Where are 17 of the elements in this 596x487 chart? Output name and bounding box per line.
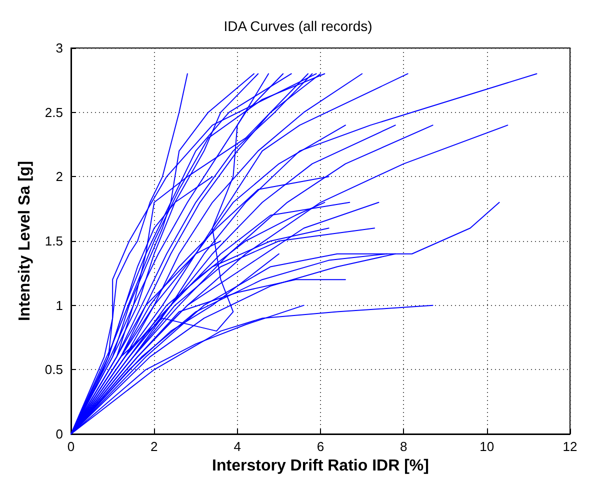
x-tick-label: 8 bbox=[400, 439, 408, 454]
x-tick-label: 4 bbox=[234, 439, 241, 454]
x-tick-label: 12 bbox=[562, 439, 578, 454]
y-tick-label: 3 bbox=[56, 40, 63, 56]
y-tick-label: 0 bbox=[56, 426, 63, 442]
x-tick-label: 0 bbox=[67, 439, 75, 454]
y-tick-label: 1 bbox=[56, 298, 63, 313]
x-tick-label: 6 bbox=[316, 439, 324, 454]
x-tick-label: 2 bbox=[150, 439, 158, 454]
y-tick-label: 1.5 bbox=[44, 234, 63, 248]
y-tick-label: 2 bbox=[56, 169, 63, 184]
chart-title: IDA Curves (all records) bbox=[224, 18, 372, 34]
y-tick-label: 2.5 bbox=[44, 104, 63, 120]
x-axis-title: Interstory Drift Ratio IDR [%] bbox=[212, 457, 429, 474]
x-tick-label: 10 bbox=[480, 439, 494, 454]
y-axis-title: Intensity Level Sa [g] bbox=[16, 160, 34, 322]
y-tick-label: 0.5 bbox=[44, 362, 63, 378]
